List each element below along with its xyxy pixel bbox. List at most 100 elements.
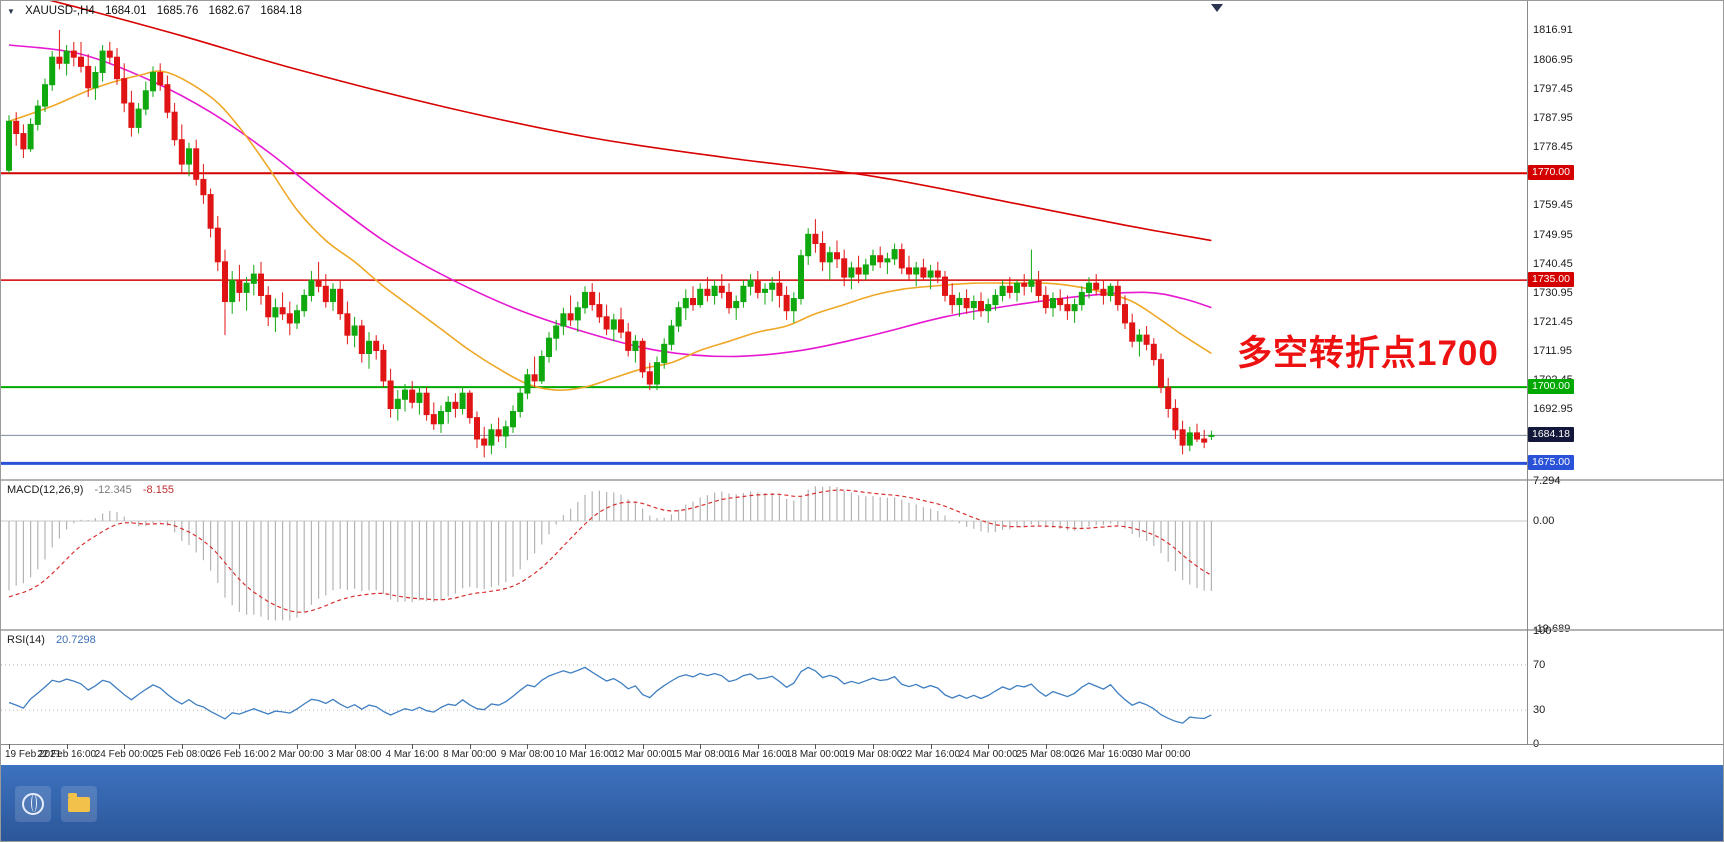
time-axis-label: 12 Mar 00:00 [613, 749, 673, 760]
rsi-panel-splitter[interactable] [1, 629, 1723, 631]
time-axis-tick [585, 744, 586, 749]
time-axis-tick [1103, 744, 1105, 749]
chart-shift-marker-icon[interactable] [1211, 4, 1223, 12]
time-axis-label: 8 Mar 00:00 [443, 749, 497, 760]
high-price: 1685.76 [156, 5, 199, 17]
close-price: 1684.18 [260, 5, 302, 17]
price-axis-label: 1787.95 [1533, 112, 1573, 125]
time-axis-tick [1045, 744, 1047, 749]
taskbar [1, 765, 1723, 841]
time-axis-label: 10 Mar 16:00 [555, 749, 615, 760]
time-axis-tick [469, 744, 471, 749]
time-axis-label: 3 Mar 08:00 [327, 749, 382, 760]
price-axis-label: 1816.91 [1533, 23, 1573, 36]
time-axis-tick [181, 744, 183, 749]
rsi-axis-label: 30 [1533, 704, 1546, 717]
price-badge-1675.00: 1675.00 [1528, 455, 1574, 471]
time-axis-label: 24 Feb 00:00 [94, 749, 154, 760]
macd-signal-value: -8.155 [142, 484, 175, 496]
price-chart-canvas[interactable] [1, 1, 1527, 479]
price-badge-1770.00: 1770.00 [1528, 165, 1574, 181]
time-axis-label: 25 Feb 08:00 [152, 749, 212, 760]
current-price-badge: 1684.18 [1528, 427, 1574, 443]
globe-icon [22, 793, 44, 815]
open-price: 1684.01 [104, 5, 147, 17]
time-axis-label: 26 Mar 16:00 [1073, 749, 1133, 760]
taskbar-folder-button[interactable] [61, 786, 97, 822]
price-axis-label: 1711.95 [1533, 344, 1572, 357]
time-axis-tick [642, 744, 644, 749]
price-axis[interactable]: 1816.91 1806.95 1797.45 1787.95 1778.45 1759.… [1527, 1, 1723, 479]
time-axis-tick [354, 744, 356, 749]
one-click-trading-arrow[interactable]: ▼ [7, 7, 15, 16]
time-axis-tick [700, 744, 702, 749]
price-axis-label: 1721.45 [1533, 315, 1573, 328]
ma-mid-magenta-line [8, 44, 1212, 358]
macd-main-value: -12.345 [94, 484, 132, 496]
price-axis-label: 1740.45 [1533, 257, 1573, 270]
rsi-axis-label: 100 [1533, 625, 1552, 637]
rsi-value: 20.7298 [55, 634, 96, 646]
time-axis-label: 16 Mar 16:00 [728, 749, 788, 760]
time-axis-tick [815, 744, 817, 749]
time-axis-label: 19 Mar 08:00 [843, 749, 903, 760]
rsi-indicator-label: RSI(14) 20.7298 [7, 634, 104, 646]
time-axis-tick [66, 744, 68, 749]
time-axis-tick [757, 744, 759, 749]
time-axis-separator [1, 744, 1723, 745]
time-axis-label: 2 Mar 00:00 [270, 749, 324, 760]
low-price: 1682.67 [208, 5, 251, 17]
price-axis-label: 1692.95 [1533, 402, 1573, 415]
time-axis-tick [873, 744, 874, 749]
time-axis-tick [1161, 744, 1162, 749]
price-axis-label: 1797.45 [1533, 83, 1573, 96]
price-badge-1735.00: 1735.00 [1528, 272, 1574, 288]
price-axis-label: 1778.45 [1533, 141, 1573, 154]
moving-averages-layer [8, 1, 1212, 391]
macd-signal-line [8, 489, 1212, 613]
time-axis-label: 22 Mar 16:00 [901, 749, 961, 760]
time-axis-tick [527, 744, 529, 749]
time-axis-label: 22 Feb 16:00 [37, 749, 97, 760]
time-axis-tick [124, 744, 126, 749]
price-axis-label: 1730.95 [1533, 286, 1573, 299]
time-axis-label: 18 Mar 00:00 [785, 749, 845, 760]
macd-indicator-label: MACD(12,26,9) -12.345 -8.155 [7, 484, 182, 496]
rsi-panel-canvas[interactable] [1, 631, 1527, 744]
time-axis-tick [412, 744, 414, 749]
time-axis-tick [988, 744, 990, 749]
rsi-axis[interactable]: 10070300 [1527, 625, 1723, 750]
time-axis-tick [297, 744, 298, 749]
time-axis-label: 26 Feb 16:00 [209, 749, 269, 760]
macd-panel-canvas[interactable] [1, 481, 1527, 629]
chart-annotation-text: 多空转折点1700 [1237, 334, 1499, 373]
rsi-line [8, 666, 1212, 724]
macd-axis-label: 7.294 [1533, 475, 1561, 487]
candles-layer [6, 30, 1215, 458]
time-axis-label: 25 Mar 08:00 [1016, 749, 1076, 760]
taskbar-browser-button[interactable] [15, 786, 51, 822]
chart-symbol-period: XAUUSD-,H4 [25, 5, 95, 17]
time-axis-label: 24 Mar 00:00 [958, 749, 1018, 760]
price-axis-label: 1749.95 [1533, 228, 1573, 241]
ma-slow-red-line [49, 1, 1212, 242]
macd-name: MACD(12,26,9) [7, 484, 84, 496]
axis-separator [1527, 1, 1528, 744]
time-axis-label: 15 Mar 08:00 [670, 749, 730, 760]
time-axis-tick [930, 744, 932, 749]
time-axis-tick [9, 744, 10, 749]
macd-axis-label: 0.00 [1533, 515, 1555, 527]
time-axis[interactable]: 19 Feb 2021 22 Feb 16:00 24 Feb 00:00 25 Fe… [1, 744, 1527, 763]
rsi-name: RSI(14) [7, 634, 45, 646]
time-axis-label: 4 Mar 16:00 [385, 749, 439, 760]
price-axis-label: 1806.95 [1533, 54, 1573, 67]
time-axis-tick [239, 744, 241, 749]
macd-panel-splitter[interactable] [1, 479, 1723, 481]
price-axis-label: 1759.45 [1533, 199, 1573, 212]
time-axis-label: 9 Mar 08:00 [500, 749, 555, 760]
ma-fast-orange-line [8, 70, 1212, 391]
time-axis-label: 30 Mar 00:00 [1131, 749, 1191, 760]
horizontal-lines-layer [1, 172, 1527, 465]
